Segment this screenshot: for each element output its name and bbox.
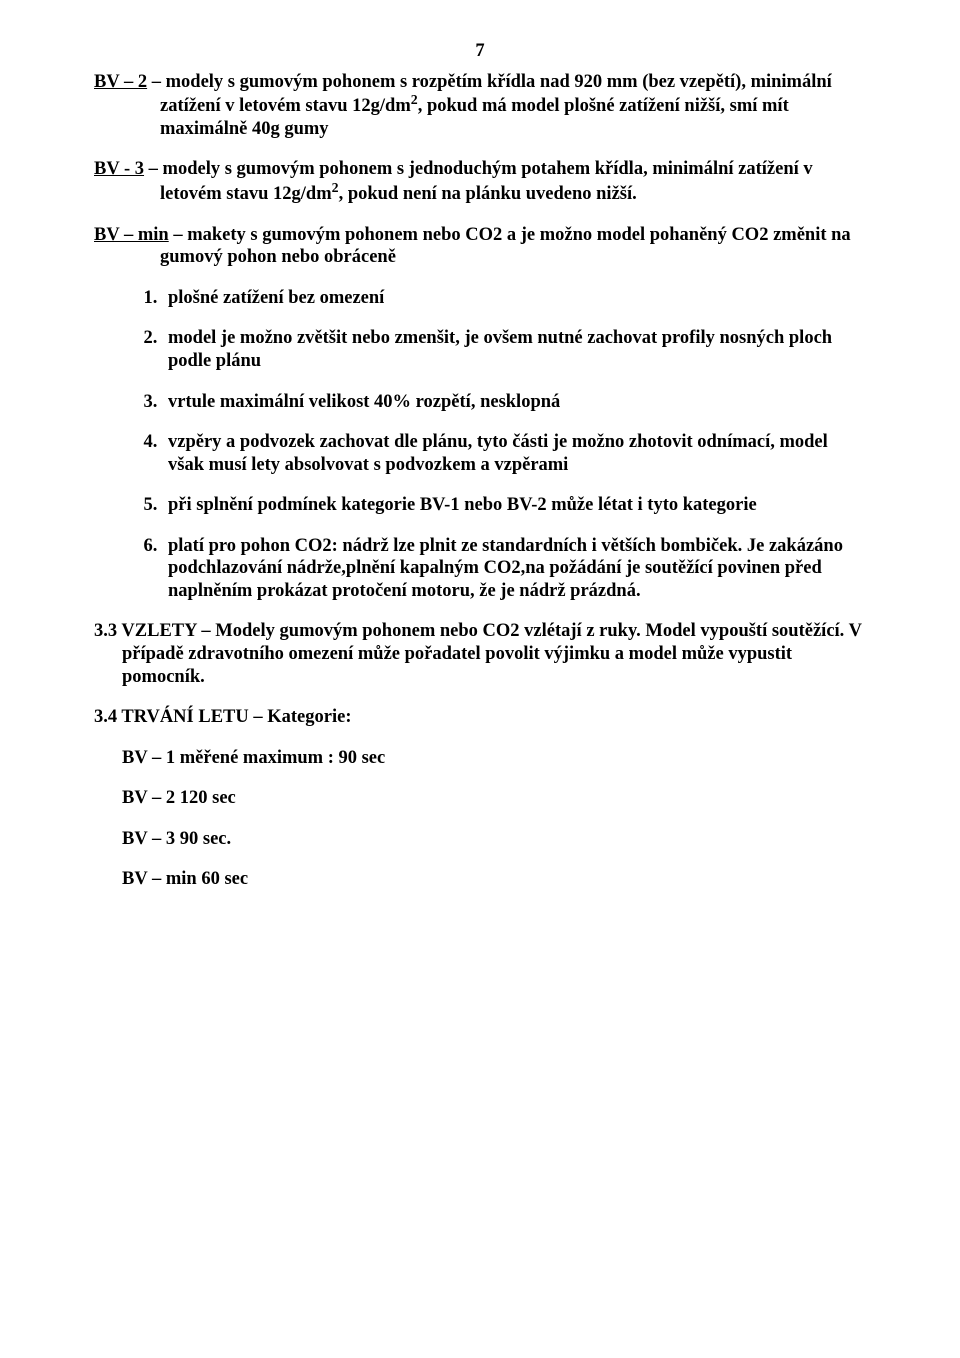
li3-text: vrtule maximální velikost 40% rozpětí, n… bbox=[168, 392, 560, 412]
section-3-3: 3.3 VZLETY – Modely gumovým pohonem nebo… bbox=[94, 620, 866, 688]
list-item: při splnění podmínek kategorie BV-1 nebo… bbox=[162, 494, 866, 517]
page-number: 7 bbox=[94, 40, 866, 63]
li1-text: plošné zatížení bez omezení bbox=[168, 288, 384, 308]
bvmin-text: – makety s gumovým pohonem nebo CO2 a je… bbox=[160, 225, 851, 268]
bv2-label: BV – 2 bbox=[94, 72, 147, 92]
bv3-sup: 2 bbox=[332, 181, 339, 196]
bv-line-3: BV – 3 90 sec. bbox=[94, 828, 866, 851]
bv-line-2: BV – 2 120 sec bbox=[94, 787, 866, 810]
list-item: platí pro pohon CO2: nádrž lze plnit ze … bbox=[162, 535, 866, 603]
li4-text: vzpěry a podvozek zachovat dle plánu, ty… bbox=[168, 432, 828, 475]
bv-line-4: BV – min 60 sec bbox=[94, 868, 866, 891]
numbered-list: plošné zatížení bez omezení model je mož… bbox=[124, 287, 866, 603]
li5-text: při splnění podmínek kategorie BV-1 nebo… bbox=[168, 495, 757, 515]
bv2-sup: 2 bbox=[411, 93, 418, 108]
bv-line-1: BV – 1 měřené maximum : 90 sec bbox=[94, 747, 866, 770]
bv3-text-b: , pokud není na plánku uvedeno nižší. bbox=[339, 184, 637, 204]
list-item: plošné zatížení bez omezení bbox=[162, 287, 866, 310]
paragraph-bv2: BV – 2 – modely s gumovým pohonem s rozp… bbox=[94, 71, 866, 141]
li2-text: model je možno zvětšit nebo zmenšit, je … bbox=[168, 328, 832, 371]
paragraph-bvmin: BV – min – makety s gumovým pohonem nebo… bbox=[94, 224, 866, 269]
bv3-label: BV - 3 bbox=[94, 159, 144, 179]
document-page: 7 BV – 2 – modely s gumovým pohonem s ro… bbox=[0, 0, 960, 1358]
bvmin-label: BV – min bbox=[94, 225, 169, 245]
list-item: vrtule maximální velikost 40% rozpětí, n… bbox=[162, 391, 866, 414]
list-item: vzpěry a podvozek zachovat dle plánu, ty… bbox=[162, 431, 866, 476]
section-3-4: 3.4 TRVÁNÍ LETU – Kategorie: bbox=[94, 706, 866, 729]
li6-text: platí pro pohon CO2: nádrž lze plnit ze … bbox=[168, 536, 843, 601]
paragraph-bv3: BV - 3 – modely s gumovým pohonem s jedn… bbox=[94, 158, 866, 205]
list-item: model je možno zvětšit nebo zmenšit, je … bbox=[162, 327, 866, 372]
